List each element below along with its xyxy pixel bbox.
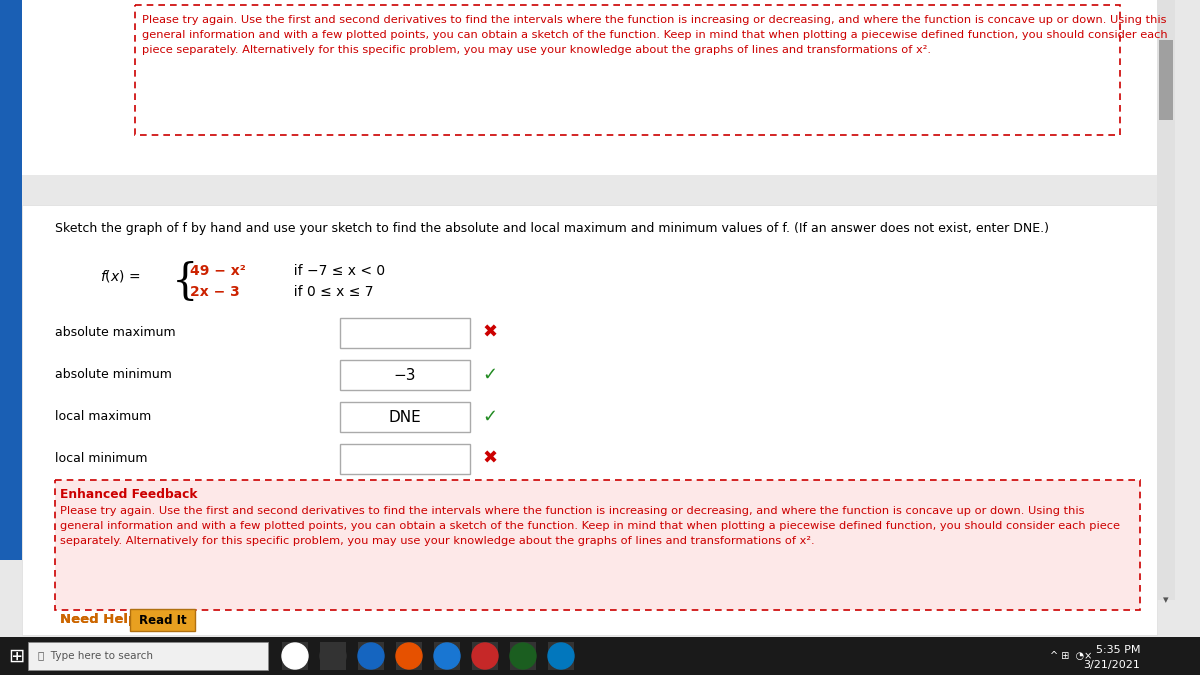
Bar <box>472 642 498 670</box>
Text: {: { <box>172 261 198 303</box>
Bar <box>22 175 1157 205</box>
Text: 5:35 PM: 5:35 PM <box>1096 645 1140 655</box>
Bar <box>340 318 470 348</box>
Bar <box>134 5 1120 135</box>
Circle shape <box>320 643 346 669</box>
Bar <box>396 642 422 670</box>
Bar <box>130 609 194 631</box>
Text: Enhanced Feedback: Enhanced Feedback <box>60 488 198 501</box>
Circle shape <box>510 643 536 669</box>
Text: 🔍  Type here to search: 🔍 Type here to search <box>38 651 154 661</box>
Bar <box>340 360 470 390</box>
Text: ⊞: ⊞ <box>8 647 24 666</box>
Text: local maximum: local maximum <box>55 410 151 423</box>
Bar <box>548 642 574 670</box>
Bar <box>1157 0 1175 600</box>
Bar <box>434 642 460 670</box>
Text: Need Help?: Need Help? <box>60 614 145 626</box>
Bar <box>55 480 1140 610</box>
Text: absolute maximum: absolute maximum <box>55 327 175 340</box>
Text: DNE: DNE <box>389 410 421 425</box>
Text: Please try again. Use the first and second derivatives to find the intervals whe: Please try again. Use the first and seco… <box>60 506 1120 545</box>
Bar <box>55 480 1140 610</box>
Text: −3: −3 <box>394 367 416 383</box>
Bar <box>1159 40 1174 120</box>
Text: ✓: ✓ <box>482 408 497 426</box>
Bar <box>340 402 470 432</box>
Circle shape <box>396 643 422 669</box>
Text: if 0 ≤ x ≤ 7: if 0 ≤ x ≤ 7 <box>286 285 373 299</box>
Text: Sketch the graph of f by hand and use your sketch to find the absolute and local: Sketch the graph of f by hand and use yo… <box>55 222 1049 235</box>
Circle shape <box>434 643 460 669</box>
Text: ^ ⊞  ◔×: ^ ⊞ ◔× <box>1050 651 1092 661</box>
Text: ✖: ✖ <box>482 324 497 342</box>
Text: Need Help?: Need Help? <box>60 614 145 626</box>
Circle shape <box>472 643 498 669</box>
Circle shape <box>548 643 574 669</box>
Text: if −7 ≤ x < 0: if −7 ≤ x < 0 <box>286 264 385 278</box>
Bar <box>0 637 1200 675</box>
Bar <box>340 444 470 474</box>
Bar <box>28 642 268 670</box>
Bar <box>0 0 22 560</box>
Text: local minimum: local minimum <box>55 452 148 466</box>
Bar <box>510 642 536 670</box>
Bar <box>22 0 1157 175</box>
Bar <box>22 205 1157 635</box>
Bar <box>282 642 308 670</box>
Text: ▾: ▾ <box>1163 595 1169 605</box>
Circle shape <box>358 643 384 669</box>
Bar <box>358 642 384 670</box>
Text: 2x − 3: 2x − 3 <box>190 285 240 299</box>
Circle shape <box>282 643 308 669</box>
Text: $f$($x$) =: $f$($x$) = <box>100 268 140 284</box>
Text: 49 − x²: 49 − x² <box>190 264 246 278</box>
Text: ✖: ✖ <box>482 450 497 468</box>
Text: Please try again. Use the first and second derivatives to find the intervals whe: Please try again. Use the first and seco… <box>142 15 1168 55</box>
Text: ✓: ✓ <box>482 366 497 384</box>
Text: absolute minimum: absolute minimum <box>55 369 172 381</box>
Text: 3/21/2021: 3/21/2021 <box>1084 660 1140 670</box>
Bar <box>320 642 346 670</box>
Text: Read It: Read It <box>139 614 186 626</box>
